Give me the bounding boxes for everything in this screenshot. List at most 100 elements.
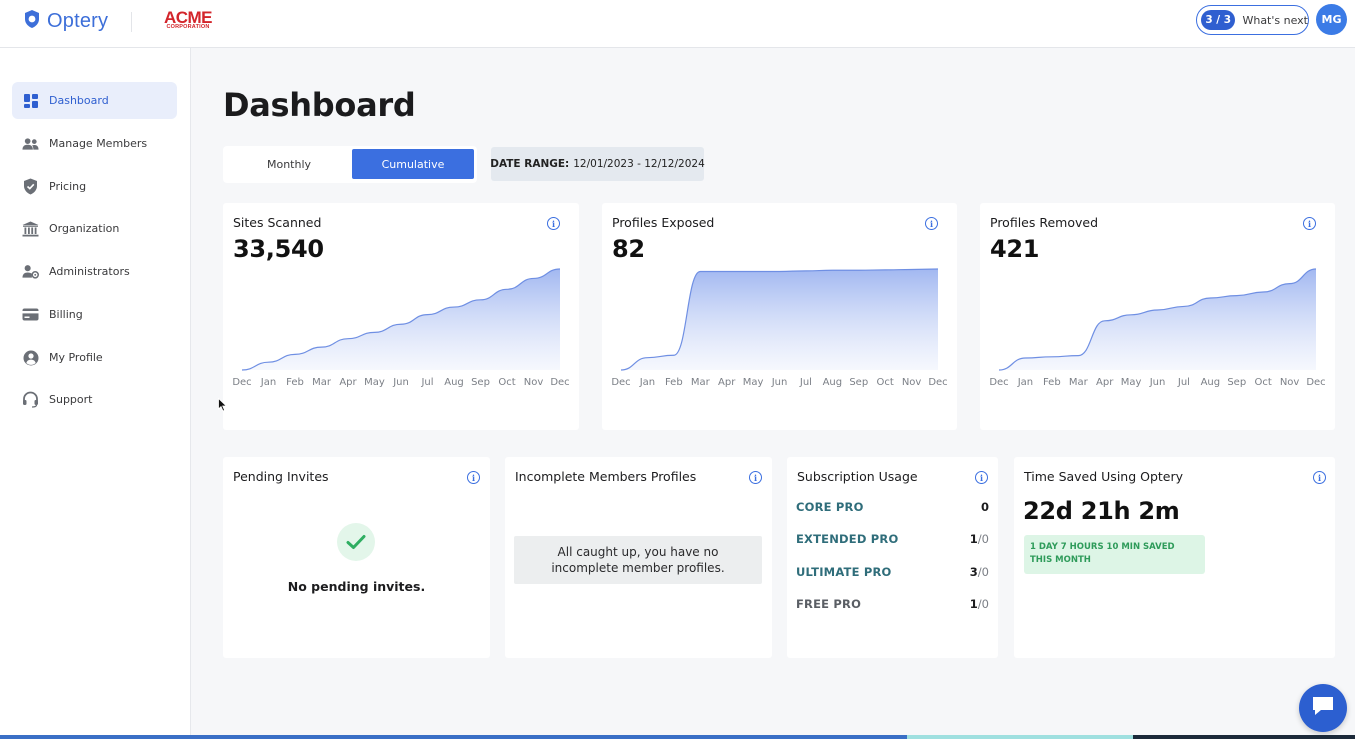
x-tick-label: Jan bbox=[260, 377, 277, 388]
plan-total: /0 bbox=[977, 597, 989, 611]
plan-total: /0 bbox=[977, 532, 989, 546]
incomplete-profiles-card: Incomplete Members Profiles i All caught… bbox=[505, 457, 772, 658]
x-tick-label: Oct bbox=[1254, 377, 1272, 388]
brand-name: Optery bbox=[47, 9, 109, 32]
steps-badge: 3 / 3 bbox=[1201, 10, 1236, 30]
info-icon[interactable]: i bbox=[1313, 471, 1326, 484]
x-tick-label: Sep bbox=[1227, 377, 1247, 388]
sidebar-item-label: Billing bbox=[49, 308, 83, 321]
sidebar-item-organization[interactable]: Organization bbox=[12, 210, 177, 247]
cumulative-toggle-button[interactable]: Cumulative bbox=[352, 149, 474, 179]
profiles-removed-chart bbox=[998, 268, 1317, 371]
user-circle-icon bbox=[22, 349, 39, 366]
user-avatar[interactable]: MG bbox=[1316, 4, 1347, 35]
info-icon[interactable]: i bbox=[467, 471, 480, 484]
brand-divider bbox=[131, 12, 132, 32]
plan-name: ULTIMATE PRO bbox=[796, 565, 892, 579]
plan-name: FREE PRO bbox=[796, 597, 862, 611]
sidebar-item-label: Support bbox=[49, 393, 93, 406]
series-line bbox=[241, 268, 561, 371]
x-tick-label: Feb bbox=[1042, 377, 1061, 388]
whats-next-button[interactable]: 3 / 3 What's next bbox=[1196, 5, 1309, 35]
x-tick-label: Sep bbox=[849, 377, 869, 388]
x-tick-label: Apr bbox=[1096, 377, 1114, 388]
series-area bbox=[621, 269, 938, 370]
partner-logo: ACME CORPORATION bbox=[160, 9, 216, 31]
date-range-value: 12/01/2023 - 12/12/2024 bbox=[573, 158, 705, 170]
info-icon[interactable]: i bbox=[1303, 217, 1316, 230]
info-icon[interactable]: i bbox=[547, 217, 560, 230]
x-tick-label: Mar bbox=[312, 377, 331, 388]
x-tick-label: Dec bbox=[550, 377, 570, 388]
sidebar-item-dashboard[interactable]: Dashboard bbox=[12, 82, 177, 119]
view-toggle: Monthly Cumulative bbox=[223, 146, 477, 183]
whats-next-label: What's next bbox=[1242, 13, 1308, 27]
x-tick-label: Nov bbox=[523, 377, 544, 388]
x-tick-label: Feb bbox=[286, 377, 304, 388]
x-tick-label: Dec bbox=[989, 377, 1009, 388]
series-area bbox=[242, 269, 560, 370]
x-tick-label: Jul bbox=[421, 377, 434, 388]
monthly-toggle-button[interactable]: Monthly bbox=[226, 149, 352, 179]
x-tick-label: Oct bbox=[876, 377, 894, 388]
plan-used: 1 bbox=[969, 597, 978, 611]
sidebar-item-billing[interactable]: Billing bbox=[12, 296, 177, 333]
top-bar: Optery ACME CORPORATION 3 / 3 What's nex… bbox=[0, 0, 1355, 48]
sidebar-item-manage-members[interactable]: Manage Members bbox=[12, 125, 177, 162]
profiles-removed-card: Profiles Removed i 421 Dec Jan Feb Mar Apr Ma… bbox=[980, 203, 1335, 430]
strip-segment bbox=[907, 735, 1133, 739]
chat-bubble-icon bbox=[1311, 695, 1335, 721]
brand-logo[interactable]: Optery bbox=[23, 9, 108, 33]
profiles-exposed-card: Profiles Exposed i 82 Dec Jan Feb Mar Apr May… bbox=[602, 203, 957, 430]
user-gear-icon bbox=[22, 263, 39, 280]
subscription-row: CORE PRO 0 bbox=[796, 498, 989, 516]
x-tick-label: Mar bbox=[690, 377, 710, 388]
pending-invites-card: Pending Invites i No pending invites. bbox=[223, 457, 490, 658]
info-icon[interactable]: i bbox=[975, 471, 988, 484]
sidebar-item-label: Manage Members bbox=[49, 137, 148, 150]
sidebar-item-administrators[interactable]: Administrators bbox=[12, 253, 177, 290]
plan-usage: 0 bbox=[981, 500, 989, 514]
card-title: Incomplete Members Profiles bbox=[515, 469, 697, 484]
x-tick-label: Jun bbox=[771, 377, 788, 388]
x-tick-label: Jun bbox=[393, 377, 409, 388]
x-tick-label: Jan bbox=[639, 377, 656, 388]
sidebar-item-label: Administrators bbox=[49, 265, 130, 278]
info-icon[interactable]: i bbox=[749, 471, 762, 484]
x-tick-label: May bbox=[742, 377, 764, 388]
plan-used: 3 bbox=[969, 565, 978, 579]
sidebar-item-my-profile[interactable]: My Profile bbox=[12, 339, 177, 376]
sidebar-item-support[interactable]: Support bbox=[12, 381, 177, 418]
x-tick-label: Oct bbox=[498, 377, 516, 388]
plan-usage: 1/0 bbox=[970, 597, 989, 611]
date-range-picker[interactable]: DATE RANGE: 12/01/2023 - 12/12/2024 bbox=[490, 147, 705, 181]
page-title: Dashboard bbox=[223, 86, 416, 124]
card-title: Profiles Removed bbox=[990, 215, 1099, 230]
credit-card-icon bbox=[22, 306, 39, 323]
x-tick-label: Dec bbox=[611, 377, 631, 388]
plan-name: EXTENDED PRO bbox=[796, 532, 899, 546]
chat-support-button[interactable] bbox=[1299, 684, 1347, 732]
x-tick-label: Mar bbox=[1068, 377, 1088, 388]
plan-usage: 1/0 bbox=[970, 532, 989, 546]
x-tick-label: Jul bbox=[1177, 377, 1190, 388]
card-title: Pending Invites bbox=[233, 469, 329, 484]
sidebar-item-pricing[interactable]: Pricing bbox=[12, 168, 177, 205]
card-title: Sites Scanned bbox=[233, 215, 322, 230]
x-tick-label: Aug bbox=[444, 377, 464, 388]
x-tick-label: Jun bbox=[1149, 377, 1166, 388]
partner-logo-sub: CORPORATION bbox=[166, 24, 210, 30]
date-range-label: DATE RANGE: bbox=[490, 158, 570, 170]
sidebar: Dashboard Manage Members Pricing Organiz… bbox=[0, 48, 191, 739]
x-tick-label: Sep bbox=[471, 377, 490, 388]
sidebar-item-label: Organization bbox=[49, 222, 120, 235]
x-tick-label: Apr bbox=[718, 377, 736, 388]
sites-scanned-card: Sites Scanned i 33,540 Dec Jan Feb Mar Apr Ma… bbox=[223, 203, 579, 430]
plan-name: CORE PRO bbox=[796, 500, 864, 514]
x-tick-label: Jul bbox=[799, 377, 812, 388]
time-saved-month-badge: 1 DAY 7 HOURS 10 MIN SAVED THIS MONTH bbox=[1024, 535, 1205, 574]
strip-segment bbox=[1133, 735, 1355, 739]
info-icon[interactable]: i bbox=[925, 217, 938, 230]
bottom-progress-strip bbox=[0, 735, 1355, 739]
sidebar-item-label: Dashboard bbox=[49, 94, 109, 107]
